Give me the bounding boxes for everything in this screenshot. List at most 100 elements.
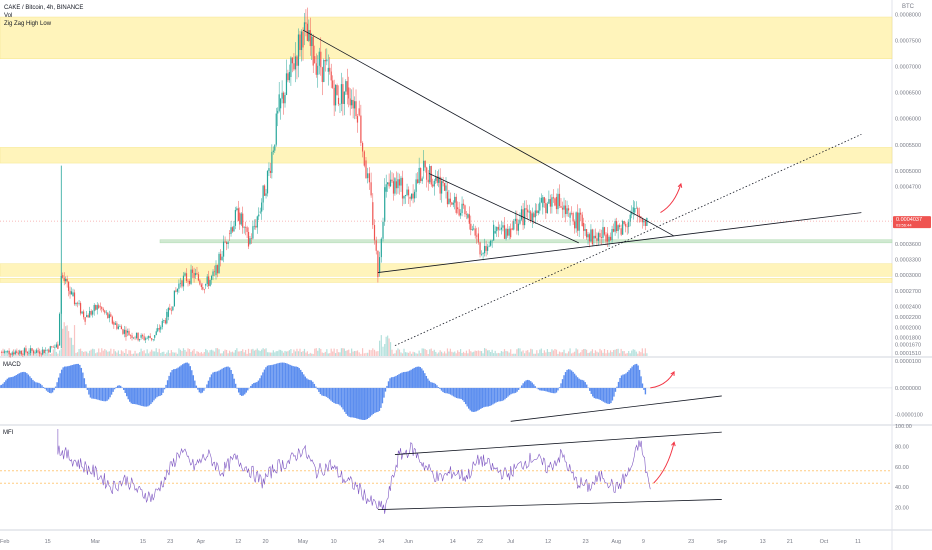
macd-bar xyxy=(85,384,87,388)
macd-bar xyxy=(631,366,633,388)
volume-bar xyxy=(199,353,201,356)
macd-bar xyxy=(331,387,334,402)
macd-bar xyxy=(201,387,204,393)
candle-body xyxy=(616,221,618,231)
candle-body xyxy=(196,273,198,275)
macd-bar xyxy=(451,387,453,396)
macd-bar xyxy=(463,387,465,402)
volume-bar xyxy=(429,349,431,356)
price-tick-label: 0.0003000 xyxy=(895,273,921,279)
volume-bar xyxy=(236,348,238,356)
volume-bar xyxy=(114,351,116,356)
time-tick-label: May xyxy=(298,539,309,545)
macd-bar xyxy=(32,379,34,388)
candle-body xyxy=(261,202,263,212)
macd-bar xyxy=(27,374,30,388)
volume-bar xyxy=(49,353,51,356)
macd-bar xyxy=(290,365,293,388)
macd-bar xyxy=(250,385,252,388)
volume-bar xyxy=(52,349,54,356)
candle-body xyxy=(287,73,289,81)
volume-bar xyxy=(634,349,636,356)
volume-bar xyxy=(491,349,493,356)
volume-bar xyxy=(134,350,136,356)
candle-body xyxy=(87,315,89,318)
candle-body xyxy=(218,253,220,274)
mfi-arrow xyxy=(653,442,675,484)
volume-bar xyxy=(294,351,297,356)
volume-bar xyxy=(445,353,447,356)
volume-bar xyxy=(522,350,524,356)
candle-body xyxy=(625,223,627,227)
volume-bar xyxy=(490,352,492,356)
candle-body xyxy=(212,271,214,277)
candle-body xyxy=(54,347,56,348)
volume-bar xyxy=(119,353,121,356)
macd-bar xyxy=(616,386,618,388)
candle-body xyxy=(193,272,195,279)
macd-bar xyxy=(349,387,352,418)
legend-zigzag: Zig Zag High Low xyxy=(4,21,52,27)
candle-body xyxy=(277,110,279,114)
volume-bar xyxy=(346,350,348,356)
candle-body xyxy=(81,311,83,314)
volume-bar xyxy=(107,351,109,356)
volume-bar xyxy=(25,351,27,356)
macd-bar xyxy=(369,387,372,417)
volume-bar xyxy=(578,353,580,356)
candle-body xyxy=(588,234,591,242)
volume-bar xyxy=(379,340,381,356)
macd-bar xyxy=(505,387,508,398)
volume-bar xyxy=(546,349,548,356)
volume-bar xyxy=(258,350,260,356)
time-tick-label: 12 xyxy=(235,539,241,545)
volume-bar xyxy=(0,352,3,356)
volume-bar xyxy=(131,353,133,356)
candle-body xyxy=(297,34,300,66)
candle-body xyxy=(154,335,156,338)
candle-body xyxy=(137,332,139,341)
price-tick-label: 0.0002200 xyxy=(895,315,921,321)
candle-body xyxy=(263,185,266,196)
candle-body xyxy=(457,207,459,210)
volume-bar xyxy=(151,349,153,356)
candle-body xyxy=(546,203,548,214)
macd-bar xyxy=(286,363,288,388)
macd-bar xyxy=(215,371,217,388)
macd-bar xyxy=(390,377,393,388)
candle-body xyxy=(525,208,527,210)
candle-body xyxy=(514,218,516,222)
volume-bar xyxy=(380,335,382,356)
macd-bar xyxy=(30,378,33,388)
macd-bar xyxy=(300,369,302,388)
volume-bar xyxy=(387,335,389,356)
macd-bar xyxy=(576,377,579,388)
candle-body xyxy=(95,305,97,310)
volume-bar xyxy=(629,353,631,356)
volume-bar xyxy=(542,353,544,356)
macd-bar xyxy=(110,387,113,395)
macd-bar xyxy=(239,387,241,396)
volume-bar xyxy=(305,352,307,356)
zone-yellow xyxy=(0,16,893,60)
volume-bar xyxy=(436,353,438,356)
volume-bar xyxy=(433,349,435,356)
volume-bar xyxy=(587,353,589,356)
macd-bar xyxy=(501,387,503,402)
candle-body xyxy=(533,213,535,218)
macd-bar xyxy=(564,372,567,388)
candle-body xyxy=(503,225,506,239)
price-tick-label: 0.0003600 xyxy=(895,242,921,248)
macd-bar xyxy=(26,373,28,388)
candle-body xyxy=(336,85,338,95)
volume-bar xyxy=(54,348,56,356)
macd-bar xyxy=(592,387,594,397)
candle-body xyxy=(560,206,562,208)
macd-bar xyxy=(138,387,140,406)
candle-body xyxy=(255,225,257,228)
candle-body xyxy=(308,30,310,41)
candle-body xyxy=(256,216,258,228)
macd-bar xyxy=(17,374,19,388)
candle-body xyxy=(13,352,15,355)
